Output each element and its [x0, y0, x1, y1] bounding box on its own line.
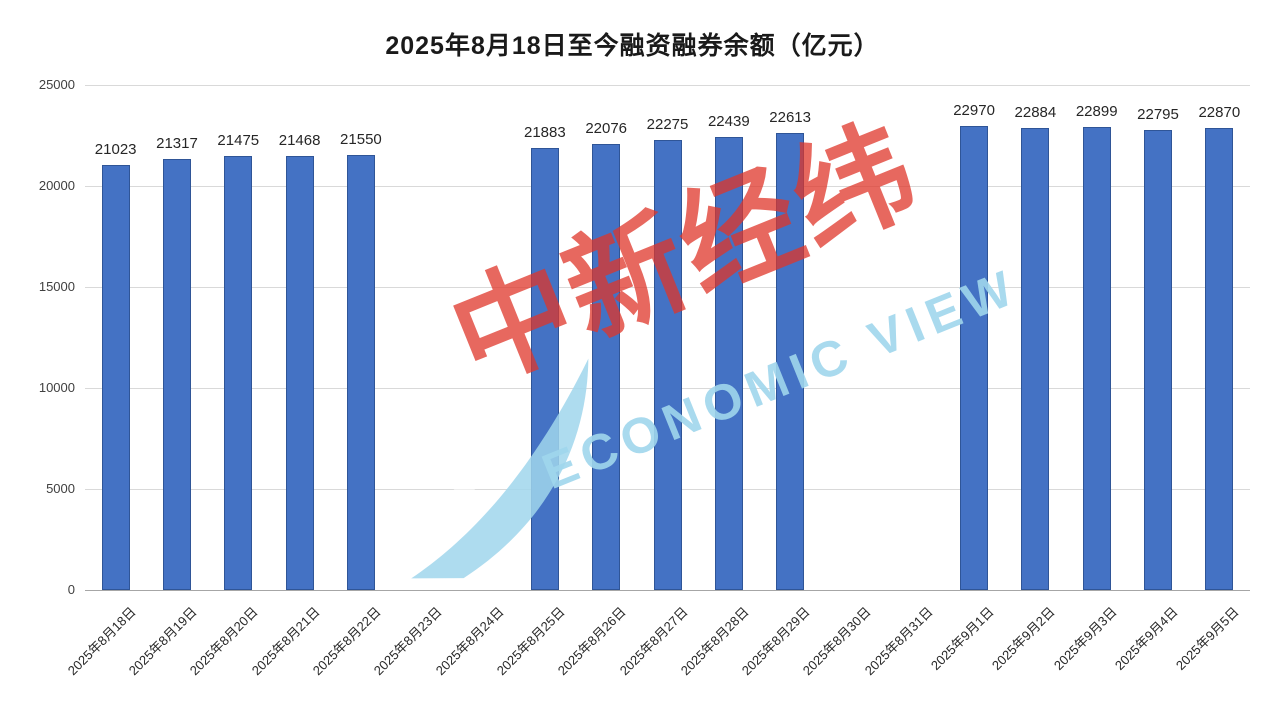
bar-value-label: 22884: [1014, 103, 1057, 121]
bar: [530, 147, 559, 590]
x-tick-label: 2025年8月29日: [738, 604, 813, 679]
bar: [346, 154, 375, 590]
bar-value-label: 21023: [94, 141, 137, 159]
bar: [1205, 128, 1234, 590]
x-tick-label: 2025年8月21日: [248, 604, 323, 679]
x-axis-line: [85, 590, 1250, 591]
y-tick-label: 25000: [38, 77, 75, 92]
x-tick-label: 2025年8月26日: [554, 604, 629, 679]
bar: [653, 140, 682, 590]
y-tick-label: 20000: [38, 178, 75, 193]
x-tick-label: 2025年8月23日: [370, 604, 445, 679]
bar-value-label: 22613: [769, 109, 811, 127]
bar-value-label: 22275: [646, 116, 689, 134]
x-tick-label: 2025年9月4日: [1111, 604, 1181, 673]
bar-value-label: 22899: [1075, 103, 1118, 121]
bar: [1021, 127, 1050, 590]
bar: [714, 136, 743, 590]
x-tick-label: 2025年8月20日: [187, 604, 262, 679]
y-tick-label: 10000: [38, 380, 75, 395]
bar-value-label: 22076: [585, 120, 628, 138]
y-tick-label: 0: [67, 582, 75, 597]
x-tick-label: 2025年8月18日: [64, 604, 139, 679]
x-tick-label: 2025年9月2日: [989, 604, 1059, 673]
x-tick-label: 2025年8月24日: [432, 604, 507, 679]
bar-value-label: 21550: [340, 130, 382, 148]
chart-title: 2025年8月18日至今融资融券余额（亿元）: [385, 32, 880, 60]
bar-value-label: 22970: [953, 102, 995, 119]
bar-value-label: 21883: [524, 123, 566, 141]
x-tick-label: 2025年9月5日: [1173, 604, 1243, 673]
x-tick-label: 2025年8月31日: [861, 604, 936, 679]
bar: [101, 165, 130, 590]
gridline: [85, 85, 1250, 86]
bar: [224, 156, 253, 590]
x-tick-label: 2025年9月3日: [1050, 604, 1120, 673]
bar: [1144, 129, 1173, 590]
bar: [1082, 127, 1111, 590]
bar-value-label: 21475: [217, 132, 260, 150]
bar-value-label: 22439: [707, 112, 750, 130]
bar-value-label: 22795: [1137, 105, 1179, 123]
bar: [162, 159, 191, 590]
bar: [592, 144, 621, 590]
bar: [776, 133, 805, 590]
y-tick-label: 15000: [38, 279, 75, 294]
bar-value-label: 21317: [156, 135, 198, 153]
x-tick-label: 2025年8月27日: [616, 604, 691, 679]
x-tick-label: 2025年8月19日: [125, 604, 200, 679]
bar: [960, 126, 989, 590]
bar: [285, 156, 314, 590]
x-tick-label: 2025年8月22日: [309, 604, 384, 679]
bar-value-label: 21468: [278, 132, 321, 150]
x-tick-label: 2025年8月30日: [800, 604, 875, 679]
y-tick-label: 5000: [46, 481, 75, 496]
bar-value-label: 22870: [1198, 104, 1241, 122]
x-tick-label: 2025年9月1日: [927, 604, 997, 673]
x-tick-label: 2025年8月25日: [493, 604, 568, 679]
x-tick-label: 2025年8月28日: [677, 604, 752, 679]
